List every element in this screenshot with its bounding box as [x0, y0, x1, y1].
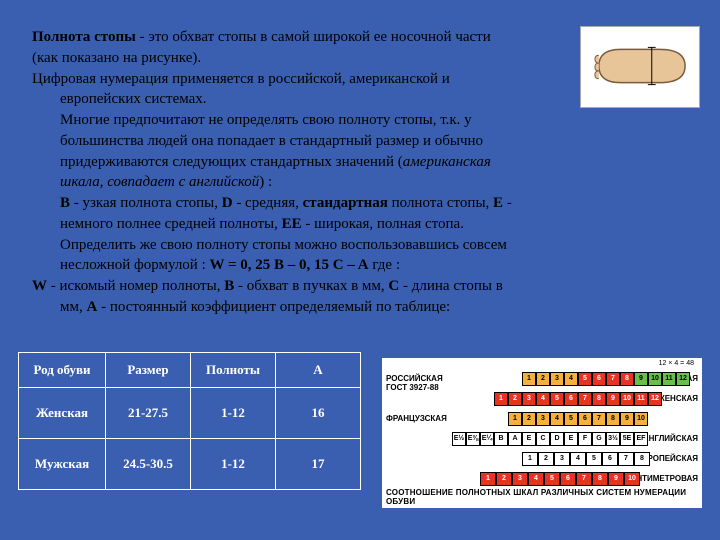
chart-cell: 6: [578, 412, 592, 426]
chart-right-label: АНГЛИЙСКАЯ: [643, 434, 698, 443]
chart-cell: 8: [634, 452, 650, 466]
table-row: Женская 21-27.5 1-12 16: [19, 388, 361, 439]
chart-cell: 8: [592, 392, 606, 406]
description-text: Полнота стопы - это обхват стопы в самой…: [32, 28, 562, 319]
chart-band: 123456789101112: [522, 372, 690, 386]
chart-band: 12345678910: [480, 472, 640, 486]
chart-cell: 3: [550, 372, 564, 386]
chart-cell: 4: [550, 412, 564, 426]
chart-cell: 7: [576, 472, 592, 486]
chart-band: E½E⅜E¼BAECDEFG3½5EEF: [452, 432, 648, 446]
chart-left-label: ФРАНЦУЗСКАЯ: [386, 414, 447, 423]
chart-cell: 3: [522, 392, 536, 406]
chart-cell: 5: [550, 392, 564, 406]
chart-cell: 11: [634, 392, 648, 406]
chart-cell: 1: [522, 372, 536, 386]
chart-cell: 12: [648, 392, 662, 406]
chart-cell: EF: [634, 432, 648, 446]
chart-caption: СООТНОШЕНИЕ ПОЛНОТНЫХ ШКАЛ РАЗЛИЧНЫХ СИС…: [386, 488, 702, 506]
chart-cell: E: [522, 432, 536, 446]
chart-cell: 1: [508, 412, 522, 426]
chart-cell: E⅜: [466, 432, 480, 446]
chart-cell: 5: [544, 472, 560, 486]
chart-cell: D: [550, 432, 564, 446]
chart-cell: 7: [606, 372, 620, 386]
chart-cell: 2: [538, 452, 554, 466]
chart-cell: 5: [586, 452, 602, 466]
chart-cell: 11: [662, 372, 676, 386]
chart-cell: 1: [494, 392, 508, 406]
chart-cell: B: [494, 432, 508, 446]
chart-cell: F: [578, 432, 592, 446]
chart-cell: E: [564, 432, 578, 446]
chart-cell: 7: [592, 412, 606, 426]
th-width: Полноты: [191, 353, 276, 388]
chart-cell: C: [536, 432, 550, 446]
chart-band: 12345678910: [508, 412, 648, 426]
chart-cell: 4: [570, 452, 586, 466]
chart-cell: 4: [564, 372, 578, 386]
width-systems-chart: 12 × 4 = 48 РОССИЙСКАЯГОСТ 3927-88МУЖСКА…: [382, 358, 702, 508]
chart-cell: 5: [578, 372, 592, 386]
chart-cell: 2: [522, 412, 536, 426]
chart-cell: 10: [620, 392, 634, 406]
chart-cell: 5E: [620, 432, 634, 446]
chart-cell: 2: [496, 472, 512, 486]
chart-cell: 8: [592, 472, 608, 486]
chart-cell: E½: [452, 432, 466, 446]
chart-cell: 8: [620, 372, 634, 386]
chart-band: 123456789101112: [494, 392, 662, 406]
chart-top-note: 12 × 4 = 48: [659, 360, 694, 367]
foot-icon: [591, 41, 689, 91]
chart-cell: 4: [528, 472, 544, 486]
chart-cell: 8: [606, 412, 620, 426]
th-type: Род обуви: [19, 353, 106, 388]
chart-cell: 1: [522, 452, 538, 466]
table-header-row: Род обуви Размер Полноты A: [19, 353, 361, 388]
chart-cell: G: [592, 432, 606, 446]
chart-cell: 9: [608, 472, 624, 486]
th-size: Размер: [106, 353, 191, 388]
chart-cell: 5: [564, 412, 578, 426]
chart-right-label: ЖЕНСКАЯ: [657, 394, 698, 403]
chart-cell: A: [508, 432, 522, 446]
chart-cell: 6: [592, 372, 606, 386]
chart-cell: 9: [606, 392, 620, 406]
chart-cell: 9: [620, 412, 634, 426]
chart-cell: 10: [648, 372, 662, 386]
chart-band: 12345678: [522, 452, 650, 466]
chart-cell: 10: [634, 412, 648, 426]
chart-cell: 3: [536, 412, 550, 426]
chart-cell: 2: [508, 392, 522, 406]
table-row: Мужская 24.5-30.5 1-12 17: [19, 439, 361, 490]
chart-cell: 2: [536, 372, 550, 386]
chart-cell: 1: [480, 472, 496, 486]
chart-cell: 4: [536, 392, 550, 406]
term: Полнота стопы: [32, 29, 136, 45]
chart-cell: 3: [512, 472, 528, 486]
chart-left-label2: ГОСТ 3927-88: [386, 383, 439, 392]
chart-left-label: РОССИЙСКАЯ: [386, 374, 443, 383]
th-a: A: [276, 353, 361, 388]
chart-cell: 10: [624, 472, 640, 486]
chart-cell: 6: [564, 392, 578, 406]
foot-diagram: [580, 26, 700, 108]
chart-cell: 6: [560, 472, 576, 486]
chart-cell: E¼: [480, 432, 494, 446]
chart-cell: 3½: [606, 432, 620, 446]
chart-cell: 7: [578, 392, 592, 406]
coefficient-table: Род обуви Размер Полноты A Женская 21-27…: [18, 352, 361, 490]
chart-cell: 6: [602, 452, 618, 466]
chart-cell: 9: [634, 372, 648, 386]
chart-cell: 3: [554, 452, 570, 466]
chart-cell: 12: [676, 372, 690, 386]
chart-cell: 7: [618, 452, 634, 466]
